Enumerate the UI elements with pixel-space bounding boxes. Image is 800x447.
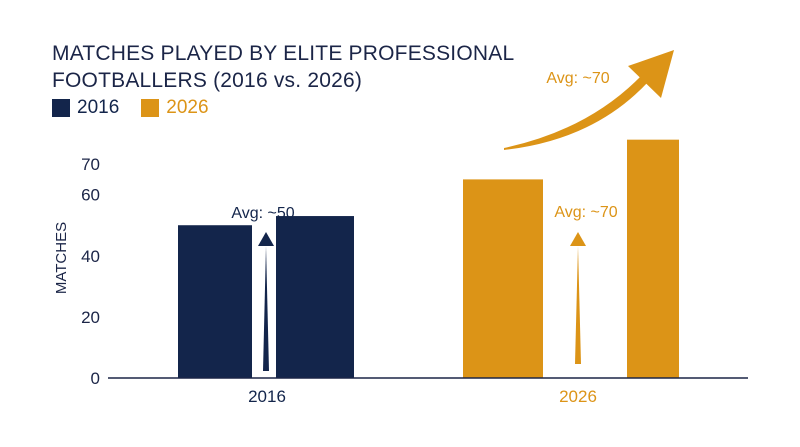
avg-arrow-2026: [575, 246, 581, 364]
legend-item-2016: 2016: [52, 97, 119, 119]
legend-swatch-2026: [141, 99, 160, 117]
y-tick-label-70: 70: [81, 155, 100, 174]
trend-label: Avg: ~70: [546, 70, 609, 87]
avg-label-2026: Avg: ~70: [554, 204, 617, 221]
trend-arrow: [504, 76, 648, 150]
y-tick-label-60: 60: [81, 186, 100, 205]
legend: 2016 2026: [52, 97, 231, 119]
chart-title-line-1: MATCHES PLAYED BY ELITE PROFESSIONAL: [52, 42, 515, 65]
trend-arrow-head: [628, 50, 674, 98]
legend-item-2026: 2026: [141, 97, 209, 119]
chart-title: MATCHES PLAYED BY ELITE PROFESSIONAL FOO…: [52, 40, 514, 94]
x-tick-label-2026: 2026: [559, 387, 597, 406]
avg-arrow-head-2026: [570, 232, 586, 246]
bar-2026-2: [627, 139, 679, 378]
x-tick-label-2016: 2016: [248, 387, 286, 406]
avg-label-2016: Avg: ~50: [231, 205, 294, 222]
avg-arrow-head-2016: [258, 232, 274, 246]
avg-arrow-2016: [263, 246, 269, 371]
y-tick-label-40: 40: [81, 247, 100, 266]
bar-2026-1: [463, 179, 543, 378]
legend-label-2026: 2026: [166, 97, 209, 118]
bar-2016-2: [276, 216, 354, 378]
chart-title-line-2: FOOTBALLERS (2016 vs. 2026): [52, 69, 363, 92]
y-tick-label-0: 0: [91, 369, 100, 388]
y-tick-label-20: 20: [81, 308, 100, 327]
y-axis-label: MATCHES: [53, 222, 70, 294]
bar-2016-1: [178, 225, 252, 378]
legend-swatch-2016: [52, 99, 70, 117]
legend-label-2016: 2016: [77, 97, 120, 118]
